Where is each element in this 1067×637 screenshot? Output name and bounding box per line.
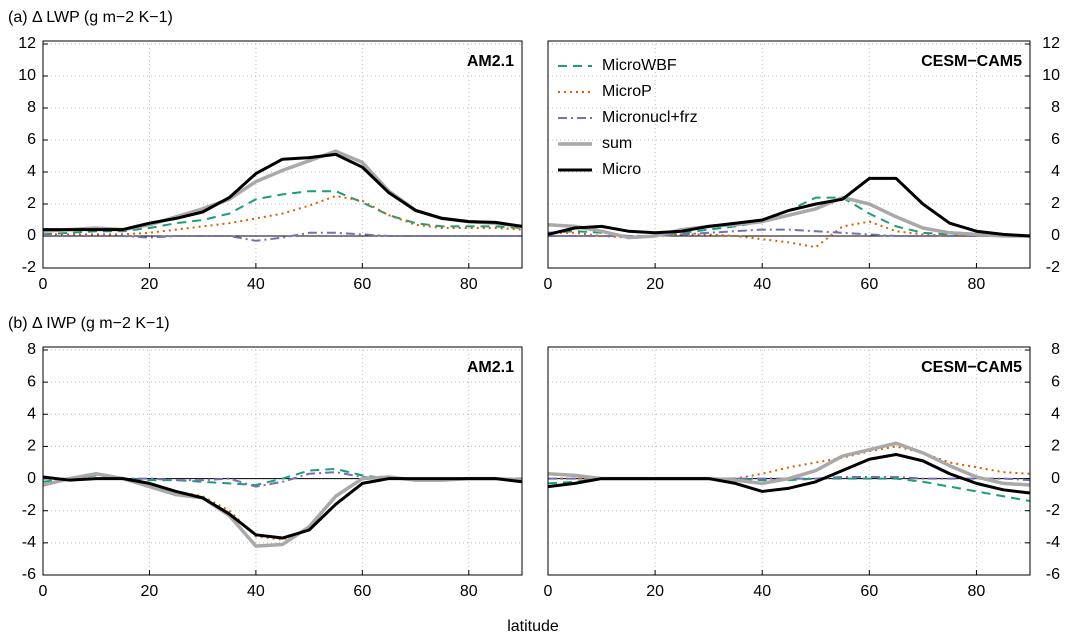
series-line [43,152,522,232]
plot-frame [42,346,523,576]
y-tick-label: 2 [1051,438,1060,455]
y-tick-label: 8 [27,99,36,116]
x-tick-label: 20 [646,583,664,600]
x-tick-label: 20 [141,276,159,293]
y-tick-label: -4 [22,534,36,551]
x-tick-label: 0 [39,276,48,293]
y-tick-label: 0 [1051,470,1060,487]
x-tick-label: 0 [544,583,553,600]
y-tick-label: -6 [22,566,36,583]
y-tick-label: 2 [1051,195,1060,212]
y-tick-label: 6 [1051,373,1060,390]
x-tick-label: 20 [646,276,664,293]
x-tick-label: 60 [353,276,371,293]
x-tick-label: 20 [141,583,159,600]
series-line [548,220,1030,249]
y-tick-label: 4 [27,406,36,423]
y-tick-label: 2 [27,195,36,212]
y-tick-label: -4 [1046,534,1060,551]
plot-frame [547,346,1031,576]
panel-label: AM2.1 [467,53,514,70]
x-tick-label: 60 [860,583,878,600]
y-tick-label: 6 [1051,131,1060,148]
x-tick-label: 40 [247,583,265,600]
series-line [548,452,1030,495]
y-tick-label: 12 [1042,35,1060,52]
panel-title: (b) Δ IWP (g m−2 K−1) [8,315,170,332]
y-tick-label: -2 [22,502,36,519]
panel-label: AM2.1 [467,359,514,376]
y-tick-label: 8 [1051,341,1060,358]
x-tick-label: 40 [753,583,771,600]
legend-label: Micro [602,161,641,178]
panel-label: CESM−CAM5 [921,359,1022,376]
y-tick-label: 0 [1051,227,1060,244]
y-tick-label: 6 [27,373,36,390]
panel-label: CESM−CAM5 [921,53,1022,70]
plot-frame [42,40,523,269]
series-line [43,231,522,242]
x-tick-label: 60 [860,276,878,293]
panel-title: (a) Δ LWP (g m−2 K−1) [8,9,173,26]
x-tick-label: 80 [968,583,986,600]
series-line [43,477,522,541]
legend-label: MicroP [602,83,652,100]
x-tick-label: 80 [460,583,478,600]
plot-frame [547,40,1031,269]
legend-label: Micronucl+frz [602,109,698,126]
x-tick-label: 80 [460,276,478,293]
legend-label: MicroWBF [602,57,677,74]
y-tick-label: 8 [1051,99,1060,116]
y-tick-label: 8 [27,341,36,358]
y-tick-label: 6 [27,131,36,148]
x-tick-label: 0 [39,583,48,600]
y-tick-label: 10 [1042,67,1060,84]
y-tick-label: -2 [1046,502,1060,519]
x-tick-label: 40 [753,276,771,293]
legend-label: sum [602,135,632,152]
x-axis-label: latitude [507,618,559,635]
x-tick-label: 60 [353,583,371,600]
y-tick-label: 0 [27,227,36,244]
x-tick-label: 40 [247,276,265,293]
y-tick-label: -2 [22,259,36,276]
y-tick-label: 4 [1051,406,1060,423]
x-tick-label: 80 [968,276,986,293]
series-line [43,475,522,540]
series-line [548,195,1030,240]
y-tick-label: 10 [18,67,36,84]
y-tick-label: 12 [18,35,36,52]
series-line [548,477,1030,503]
series-line [43,472,522,548]
y-tick-label: 4 [1051,163,1060,180]
x-tick-label: 0 [544,276,553,293]
y-tick-label: -6 [1046,566,1060,583]
series-line [548,176,1030,238]
series-line [43,195,522,236]
y-tick-label: 4 [27,163,36,180]
series-line [548,445,1030,480]
y-tick-label: 2 [27,438,36,455]
y-tick-label: 0 [27,470,36,487]
y-tick-label: -2 [1046,259,1060,276]
